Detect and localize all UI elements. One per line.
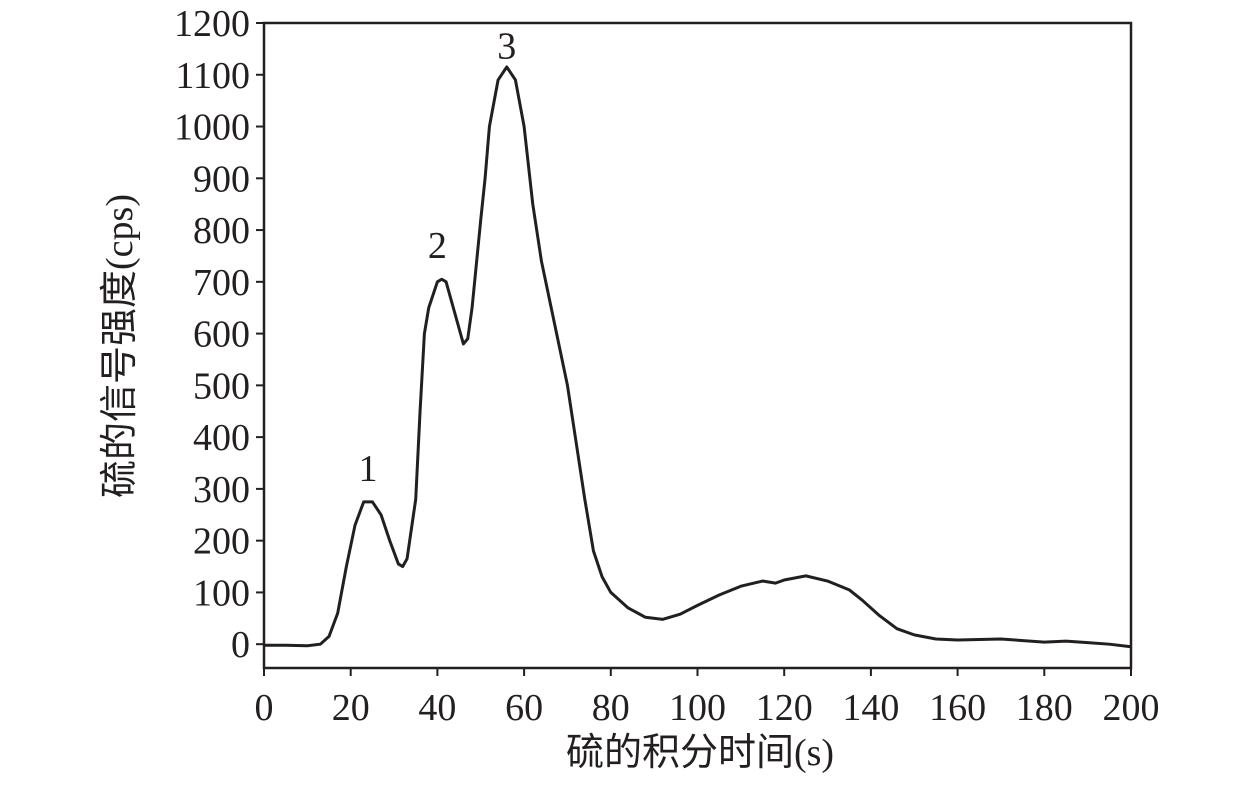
- plot-frame: [262, 21, 1133, 670]
- x-tick-label: 140: [842, 687, 899, 729]
- x-tick-label: 160: [929, 687, 986, 729]
- x-tick-label: 0: [255, 687, 274, 729]
- y-tick-label: 0: [231, 624, 250, 666]
- peak-label: 3: [497, 25, 516, 67]
- y-axis-label: 硫的信号强度(cps): [99, 194, 141, 498]
- x-tick-label: 40: [418, 687, 456, 729]
- y-tick-label: 900: [193, 158, 250, 200]
- x-tick-label: 60: [505, 687, 543, 729]
- y-tick-label: 700: [193, 262, 250, 304]
- x-tick-label: 180: [1016, 687, 1073, 729]
- x-tick-label: 100: [669, 687, 726, 729]
- peak-label: 2: [428, 225, 447, 267]
- data-line: [264, 65, 1132, 649]
- y-tick-label: 1000: [174, 107, 250, 149]
- x-tick-label: 20: [332, 687, 370, 729]
- y-tick-label: 300: [193, 469, 250, 511]
- x-axis-label: 硫的积分时间(s): [566, 732, 834, 774]
- y-tick-label: 1100: [175, 55, 250, 97]
- x-tick-label: 80: [592, 687, 630, 729]
- y-tick-label: 200: [193, 521, 250, 563]
- y-tick-label: 500: [193, 365, 250, 407]
- x-tick-label: 120: [756, 687, 813, 729]
- x-tick-label: 200: [1103, 687, 1160, 729]
- y-tick-label: 800: [193, 210, 250, 252]
- y-tick-label: 100: [193, 572, 250, 614]
- y-tick-label: 400: [193, 417, 250, 459]
- y-tick-label: 600: [193, 314, 250, 356]
- y-tick-label: 1200: [174, 3, 250, 45]
- peak-label: 1: [359, 448, 378, 490]
